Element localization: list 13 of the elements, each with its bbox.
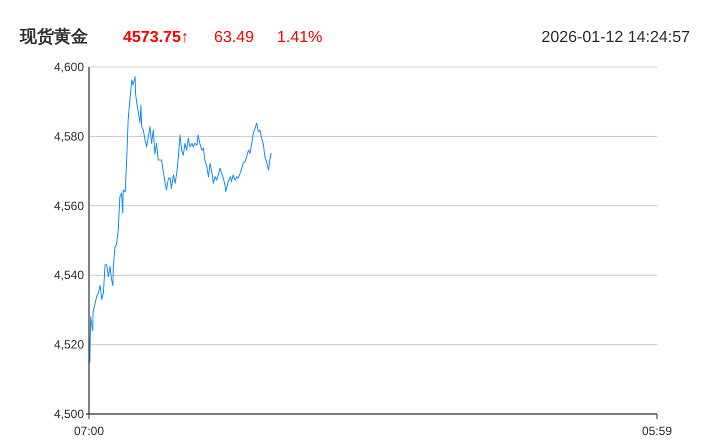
y-tick-label: 4,520 xyxy=(54,338,84,352)
y-tick-label: 4,600 xyxy=(54,60,84,74)
chart-title: 现货黄金 xyxy=(19,27,88,46)
y-tick-label: 4,560 xyxy=(54,198,84,213)
y-tick-label: 4,540 xyxy=(54,268,84,282)
y-tick-label: 4,500 xyxy=(54,407,84,421)
x-tick-label: 05:59 xyxy=(642,424,672,438)
text: 4573.75↑ xyxy=(123,29,189,46)
text: 1.41% xyxy=(277,29,322,46)
y-tick-label: 4,580 xyxy=(54,129,84,144)
x-tick-label: 07:00 xyxy=(74,424,104,438)
text: 2026-01-12 14:24:57 xyxy=(541,29,690,46)
text: 63.49 xyxy=(214,29,254,46)
